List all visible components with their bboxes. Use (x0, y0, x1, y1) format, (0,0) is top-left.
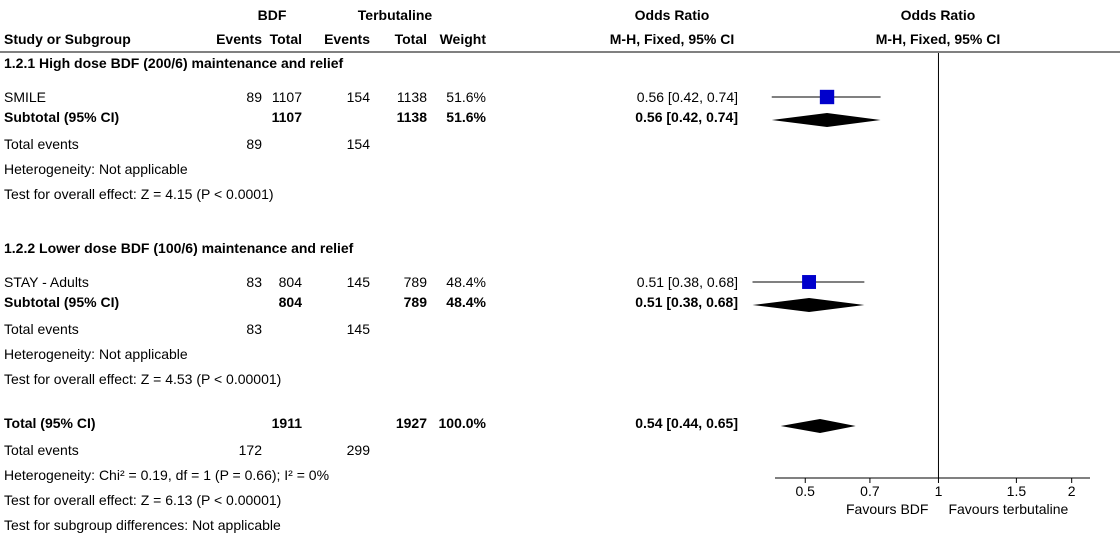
study-name: SMILE (4, 89, 46, 105)
effect-ci: 0.56 [0.42, 0.74] (637, 89, 738, 105)
heterogeneity: Heterogeneity: Not applicable (4, 346, 188, 362)
column-header: Events (324, 31, 370, 47)
column-header: Study or Subgroup (4, 31, 131, 47)
number: 1138 (397, 89, 427, 105)
x-tick-label: 1 (935, 483, 943, 499)
pooled-name: Subtotal (95% CI) (4, 294, 119, 310)
number: 1138 (397, 109, 428, 125)
pooled-diamond (780, 419, 856, 433)
favours-right: Favours terbutaline (948, 501, 1068, 517)
weight: 100.0% (439, 415, 487, 431)
effect-ci: 0.51 [0.38, 0.68] (637, 274, 738, 290)
column-header: M-H, Fixed, 95% CI (610, 31, 734, 47)
number: 1927 (396, 415, 427, 431)
column-header: Total (395, 31, 427, 47)
number: 804 (279, 294, 303, 310)
number: 1107 (272, 109, 303, 125)
column-header: Events (216, 31, 262, 47)
number: 789 (404, 294, 428, 310)
header: Terbutaline (358, 7, 433, 23)
header: BDF (258, 7, 287, 23)
weight: 51.6% (446, 89, 486, 105)
events-label: Total events (4, 136, 79, 152)
weight: 48.4% (446, 294, 486, 310)
number: 89 (246, 136, 262, 152)
number: 154 (347, 136, 371, 152)
column-header: M-H, Fixed, 95% CI (876, 31, 1000, 47)
number: 145 (347, 321, 371, 337)
number: 1911 (272, 415, 303, 431)
events-label: Total events (4, 321, 79, 337)
favours-left: Favours BDF (846, 501, 928, 517)
effect-ci: 0.56 [0.42, 0.74] (635, 109, 738, 125)
x-tick-label: 0.7 (860, 483, 880, 499)
header: Odds Ratio (635, 7, 710, 23)
study-square (802, 275, 817, 289)
x-tick-label: 0.5 (796, 483, 816, 499)
subgroup-title: 1.2.2 Lower dose BDF (100/6) maintenance… (4, 240, 354, 256)
number: 299 (347, 442, 371, 458)
overall-test: Test for overall effect: Z = 4.53 (P < 0… (4, 371, 281, 387)
subgroup-test: Test for subgroup differences: Not appli… (4, 517, 281, 533)
heterogeneity: Heterogeneity: Not applicable (4, 161, 188, 177)
number: 89 (246, 89, 262, 105)
number: 1107 (272, 89, 302, 105)
number: 83 (246, 321, 262, 337)
header: Odds Ratio (901, 7, 976, 23)
overall-test: Test for overall effect: Z = 6.13 (P < 0… (4, 492, 281, 508)
pooled-name: Total (95% CI) (4, 415, 96, 431)
subgroup-title: 1.2.1 High dose BDF (200/6) maintenance … (4, 55, 344, 71)
overall-test: Test for overall effect: Z = 4.15 (P < 0… (4, 186, 274, 202)
number: 172 (239, 442, 263, 458)
weight: 48.4% (446, 274, 486, 290)
x-tick-label: 1.5 (1007, 483, 1027, 499)
effect-ci: 0.54 [0.44, 0.65] (635, 415, 738, 431)
number: 154 (347, 89, 371, 105)
column-header: Weight (440, 31, 487, 47)
pooled-diamond (752, 298, 865, 312)
x-tick-label: 2 (1068, 483, 1076, 499)
study-name: STAY - Adults (4, 274, 89, 290)
number: 804 (279, 274, 303, 290)
column-header: Total (270, 31, 302, 47)
pooled-name: Subtotal (95% CI) (4, 109, 119, 125)
number: 83 (246, 274, 262, 290)
effect-ci: 0.51 [0.38, 0.68] (635, 294, 738, 310)
number: 145 (347, 274, 371, 290)
study-square (819, 89, 835, 105)
heterogeneity: Heterogeneity: Chi² = 0.19, df = 1 (P = … (4, 467, 329, 483)
weight: 51.6% (446, 109, 486, 125)
number: 789 (404, 274, 428, 290)
pooled-diamond (771, 113, 881, 127)
events-label: Total events (4, 442, 79, 458)
